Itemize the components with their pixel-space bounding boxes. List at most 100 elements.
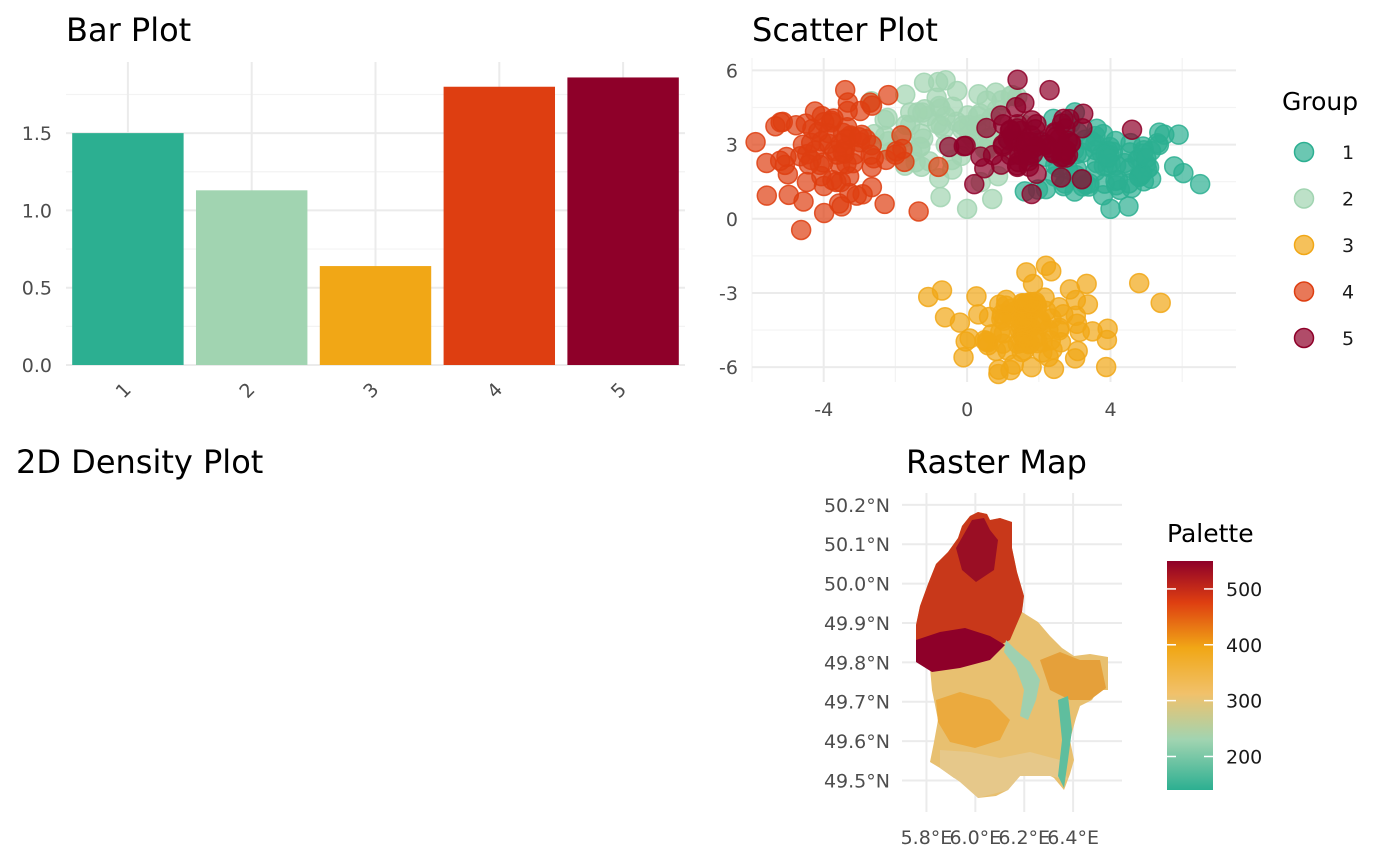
scatter-point-group-4 xyxy=(813,111,835,133)
scatter-point-group-3 xyxy=(1076,273,1097,295)
bar-1 xyxy=(72,133,184,365)
scatter-point-group-2 xyxy=(895,84,916,105)
scatter-point-group-4 xyxy=(835,128,857,150)
scatter-point-group-3 xyxy=(966,286,987,307)
scatter-point-group-5 xyxy=(1005,96,1027,118)
scatter-point-group-4 xyxy=(790,219,812,241)
raster-y-tick-label: 49.5°N xyxy=(824,770,890,792)
scatter-point-group-4 xyxy=(861,156,883,178)
raster-legend: Palette 500 400 300 200 xyxy=(1167,519,1262,790)
scatter-point-group-2 xyxy=(946,80,968,102)
scatter-point-group-4 xyxy=(756,185,778,206)
scatter-point-group-4 xyxy=(813,202,835,224)
raster-map: 5.8°E6.0°E6.2°E6.4°E 50.2°N 50.1°N 50.0°N 49… xyxy=(824,493,1122,849)
scatter-plot-title: Scatter Plot xyxy=(752,11,938,49)
scatter-point-group-4 xyxy=(778,184,800,206)
scatter-point-group-1 xyxy=(1189,173,1211,195)
scatter-y-tick-label: 3 xyxy=(726,135,738,157)
scatter-point-group-2 xyxy=(927,71,949,93)
scatter-point-group-2 xyxy=(981,188,1003,210)
scatter-point-group-3 xyxy=(1065,305,1087,326)
palette-tick-label: 300 xyxy=(1226,691,1262,713)
bar-x-tick-label: 2 xyxy=(235,379,259,403)
scatter-point-group-5 xyxy=(1018,150,1040,172)
scatter-point-group-5 xyxy=(1042,141,1064,162)
scatter-legend-label-1: 1 xyxy=(1342,142,1354,164)
bar-y-tick-label: 0.0 xyxy=(22,355,52,377)
scatter-point-group-3 xyxy=(959,328,980,349)
scatter-point-group-4 xyxy=(765,115,786,137)
raster-x-tick-label: 6.0°E xyxy=(949,827,1001,849)
scatter-point-group-3 xyxy=(1048,296,1070,318)
scatter-y-tick-label: -6 xyxy=(719,357,738,379)
scatter-legend-label-2: 2 xyxy=(1342,189,1354,211)
bar-x-tick-label: 4 xyxy=(483,379,507,403)
scatter-point-group-3 xyxy=(1064,348,1086,369)
scatter-point-group-1 xyxy=(1136,147,1157,169)
raster-zone-south xyxy=(940,750,1068,798)
bar-x-tick-label: 3 xyxy=(359,379,383,403)
bar-5 xyxy=(567,77,679,366)
scatter-point-group-3 xyxy=(1097,318,1118,340)
scatter-point-group-2 xyxy=(952,115,974,136)
bar-2 xyxy=(195,190,308,365)
scatter-point-group-5 xyxy=(1025,118,1046,140)
scatter-point-group-2 xyxy=(956,198,978,220)
raster-y-tick-label: 49.6°N xyxy=(824,731,890,753)
scatter-point-group-1 xyxy=(1149,122,1170,143)
bar-plot-title: Bar Plot xyxy=(66,11,191,49)
scatter-point-group-2 xyxy=(930,186,951,208)
bar-3 xyxy=(319,266,432,365)
scatter-legend-key-1 xyxy=(1293,141,1315,163)
scatter-point-group-5 xyxy=(1050,167,1072,188)
scatter-point-group-2 xyxy=(910,123,932,144)
raster-y-tick-label: 50.0°N xyxy=(824,574,890,596)
scatter-point-group-5 xyxy=(1072,117,1093,139)
scatter-point-group-4 xyxy=(785,115,807,136)
scatter-point-group-3 xyxy=(1021,356,1042,378)
raster-zone-ridge xyxy=(916,628,1005,672)
scatter-point-group-4 xyxy=(769,150,791,171)
scatter-x-tick-label: 4 xyxy=(1104,399,1116,421)
scatter-legend-label-5: 5 xyxy=(1342,328,1354,350)
scatter-y-tick-label: -3 xyxy=(719,283,738,305)
scatter-point-group-3 xyxy=(934,307,956,328)
scatter-point-group-5 xyxy=(1000,119,1021,141)
scatter-legend-key-3 xyxy=(1293,234,1315,256)
scatter-point-group-3 xyxy=(1095,356,1117,378)
raster-y-tick-label: 49.8°N xyxy=(824,652,890,674)
scatter-legend-key-5 xyxy=(1293,327,1315,349)
scatter-legend: Group 1 2 3 4 5 xyxy=(1282,87,1358,350)
scatter-point-group-4 xyxy=(826,144,848,165)
raster-x-tick-label: 6.4°E xyxy=(1047,827,1099,849)
scatter-point-group-3 xyxy=(1020,291,1041,313)
raster-map-title: Raster Map xyxy=(906,443,1087,481)
raster-zone-north xyxy=(916,512,1024,668)
scatter-legend-label-4: 4 xyxy=(1342,282,1354,304)
scatter-point-group-1 xyxy=(1097,147,1119,169)
raster-y-tick-label: 50.2°N xyxy=(824,495,890,517)
scatter-point-group-3 xyxy=(1018,333,1039,355)
scatter-point-group-4 xyxy=(796,171,818,193)
scatter-point-group-4 xyxy=(928,156,949,178)
scatter-legend-title: Group xyxy=(1282,87,1358,116)
scatter-plot: -4 0 4 6 3 0 -3 -6 xyxy=(719,58,1236,421)
scatter-point-group-4 xyxy=(798,154,820,175)
scatter-point-group-4 xyxy=(874,193,895,215)
scatter-y-tick-label: 6 xyxy=(726,60,738,82)
raster-zone-east xyxy=(1040,652,1106,700)
scatter-point-group-5 xyxy=(964,173,985,195)
raster-y-tick-label: 49.7°N xyxy=(824,692,890,714)
scatter-point-group-3 xyxy=(1150,292,1171,314)
bar-plot: 0.0 0.5 1.0 1.5 1 2 3 4 5 xyxy=(22,62,685,403)
raster-y-tick-label: 50.1°N xyxy=(824,534,890,556)
scatter-point-group-3 xyxy=(917,286,939,308)
bar-y-tick-label: 1.0 xyxy=(22,200,52,222)
scatter-point-group-5 xyxy=(1021,183,1042,205)
scatter-point-group-5 xyxy=(953,135,975,157)
scatter-point-group-5 xyxy=(1121,119,1143,140)
scatter-point-group-4 xyxy=(908,201,929,222)
scatter-point-group-2 xyxy=(926,113,948,135)
scatter-point-group-3 xyxy=(1128,272,1150,294)
scatter-point-group-2 xyxy=(912,102,933,123)
